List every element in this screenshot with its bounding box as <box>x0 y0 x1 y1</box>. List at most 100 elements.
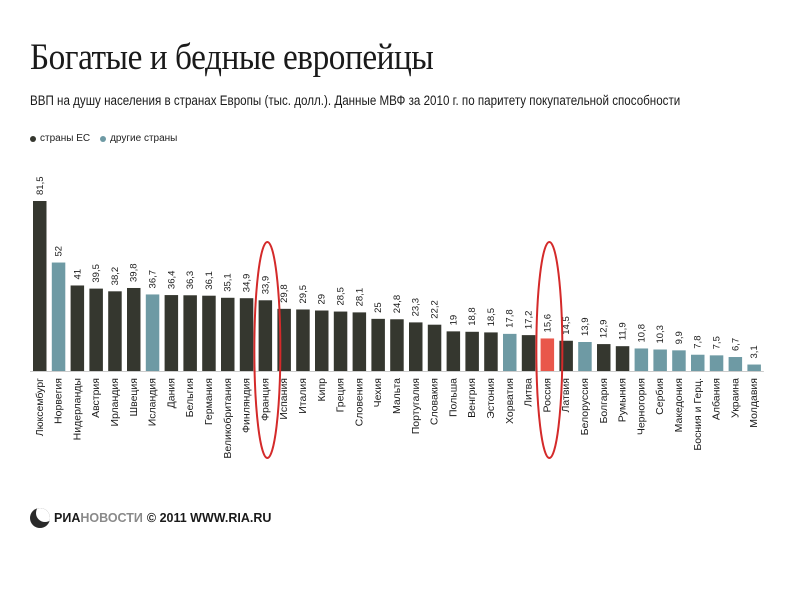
value-label-16: 29 <box>317 294 328 305</box>
legend-eu-label: страны ЕС <box>40 133 91 144</box>
category-label-38: Украина <box>729 378 741 418</box>
category-label-9: Бельгия <box>184 378 196 417</box>
value-label-31: 12,9 <box>599 320 610 339</box>
category-label-25: Эстония <box>485 378 497 419</box>
category-label-18: Словения <box>353 378 365 426</box>
bar-36 <box>691 354 705 371</box>
category-label-39: Молдавия <box>748 378 760 428</box>
category-label-36: Босния и Герц. <box>692 378 704 451</box>
legend-other-dot-icon <box>100 135 107 142</box>
category-label-17: Греция <box>335 378 347 412</box>
legend-item-other: другие страны <box>100 133 177 144</box>
bar-7 <box>145 294 160 371</box>
category-label-19: Чехия <box>372 378 384 407</box>
category-label-4: Австрия <box>90 378 102 418</box>
value-label-15: 29,5 <box>298 285 309 304</box>
footer: РИАНОВОСТИ © 2011 WWW.RIA.RU <box>30 508 271 528</box>
category-label-13: Франция <box>259 378 271 421</box>
value-label-10: 36,1 <box>204 271 215 290</box>
category-label-29: Латвия <box>560 378 572 412</box>
bar-28 <box>540 338 555 371</box>
value-label-33: 10,8 <box>636 324 647 343</box>
bar-6 <box>127 287 141 371</box>
chart-subtitle: ВВП на душу населения в странах Европы (… <box>30 93 681 108</box>
category-label-1: Люксембург <box>34 378 46 436</box>
bar-38 <box>728 357 743 371</box>
value-label-20: 24,8 <box>392 295 403 314</box>
category-label-26: Хорватия <box>504 378 516 424</box>
brand-gray: НОВОСТИ <box>80 511 143 525</box>
chart-title: Богатые и бедные европейцы <box>30 37 434 78</box>
value-label-17: 28,5 <box>336 287 347 306</box>
category-label-10: Германия <box>203 378 215 425</box>
category-label-12: Финляндия <box>241 378 253 433</box>
highlight-circle-1 <box>253 241 282 459</box>
value-label-6: 39,8 <box>129 263 140 282</box>
category-label-24: Венгрия <box>466 378 478 418</box>
value-label-38: 6,7 <box>730 338 741 351</box>
value-label-28: 15,6 <box>542 314 553 333</box>
category-label-8: Дания <box>165 378 177 408</box>
legend-eu-dot-icon <box>30 135 36 142</box>
value-label-19: 25 <box>373 302 384 313</box>
value-label-14: 29,8 <box>279 284 290 303</box>
category-label-6: Швеция <box>128 378 140 417</box>
category-label-34: Сербия <box>654 378 666 415</box>
value-label-35: 9,9 <box>674 331 685 344</box>
value-label-11: 35,1 <box>223 273 234 292</box>
category-label-35: Македония <box>673 378 685 432</box>
category-label-20: Мальта <box>391 378 403 414</box>
legend-other-label: другие страны <box>110 133 178 144</box>
bar-12 <box>239 298 254 371</box>
bar-17 <box>333 311 348 371</box>
bar-1 <box>33 201 47 371</box>
bar-31 <box>597 344 611 371</box>
category-label-3: Нидерланды <box>71 378 83 440</box>
value-label-29: 14,5 <box>561 316 572 335</box>
category-label-37: Албания <box>711 378 723 420</box>
category-label-31: Болгария <box>598 378 610 423</box>
value-label-30: 13,9 <box>580 318 591 337</box>
value-label-21: 23,3 <box>411 298 422 317</box>
brand-black: РИА <box>54 511 81 525</box>
bar-22 <box>427 324 442 371</box>
value-label-26: 17,8 <box>505 309 516 328</box>
value-label-39: 3,1 <box>749 345 760 358</box>
bar-15 <box>296 309 310 371</box>
bar-21 <box>409 322 423 371</box>
bar-32 <box>615 346 630 371</box>
bar-23 <box>446 331 461 371</box>
bar-8 <box>164 295 179 371</box>
value-label-34: 10,3 <box>655 325 666 344</box>
copyright: © 2011 WWW.RIA.RU <box>146 511 272 525</box>
category-label-22: Словакия <box>429 378 441 425</box>
category-label-16: Кипр <box>316 378 328 402</box>
value-label-27: 17,2 <box>524 311 535 330</box>
value-label-2: 52 <box>54 246 65 257</box>
value-label-13: 33,9 <box>260 276 271 295</box>
value-label-18: 28,1 <box>354 288 365 307</box>
value-label-22: 22,2 <box>430 300 441 319</box>
value-label-5: 38,2 <box>110 267 121 286</box>
bar-24 <box>465 331 479 371</box>
bar-37 <box>709 355 724 371</box>
bar-39 <box>747 364 761 371</box>
category-label-30: Белоруссия <box>579 378 591 435</box>
value-label-12: 34,9 <box>242 274 253 293</box>
value-label-7: 36,7 <box>148 270 159 289</box>
category-label-7: Исландия <box>147 378 159 426</box>
value-label-3: 41 <box>72 269 83 280</box>
value-label-23: 19 <box>448 315 459 326</box>
bar-25 <box>484 332 498 371</box>
value-label-37: 7,5 <box>712 336 723 349</box>
category-label-23: Польша <box>447 378 459 417</box>
category-label-14: Испания <box>278 378 290 420</box>
value-label-9: 36,3 <box>185 271 196 290</box>
bar-9 <box>183 295 197 371</box>
bar-2 <box>51 262 66 371</box>
bar-13 <box>258 300 273 371</box>
value-label-8: 36,4 <box>166 271 177 290</box>
category-label-2: Норвегия <box>53 378 65 424</box>
value-label-32: 11,9 <box>618 322 629 340</box>
bar-11 <box>221 297 235 371</box>
